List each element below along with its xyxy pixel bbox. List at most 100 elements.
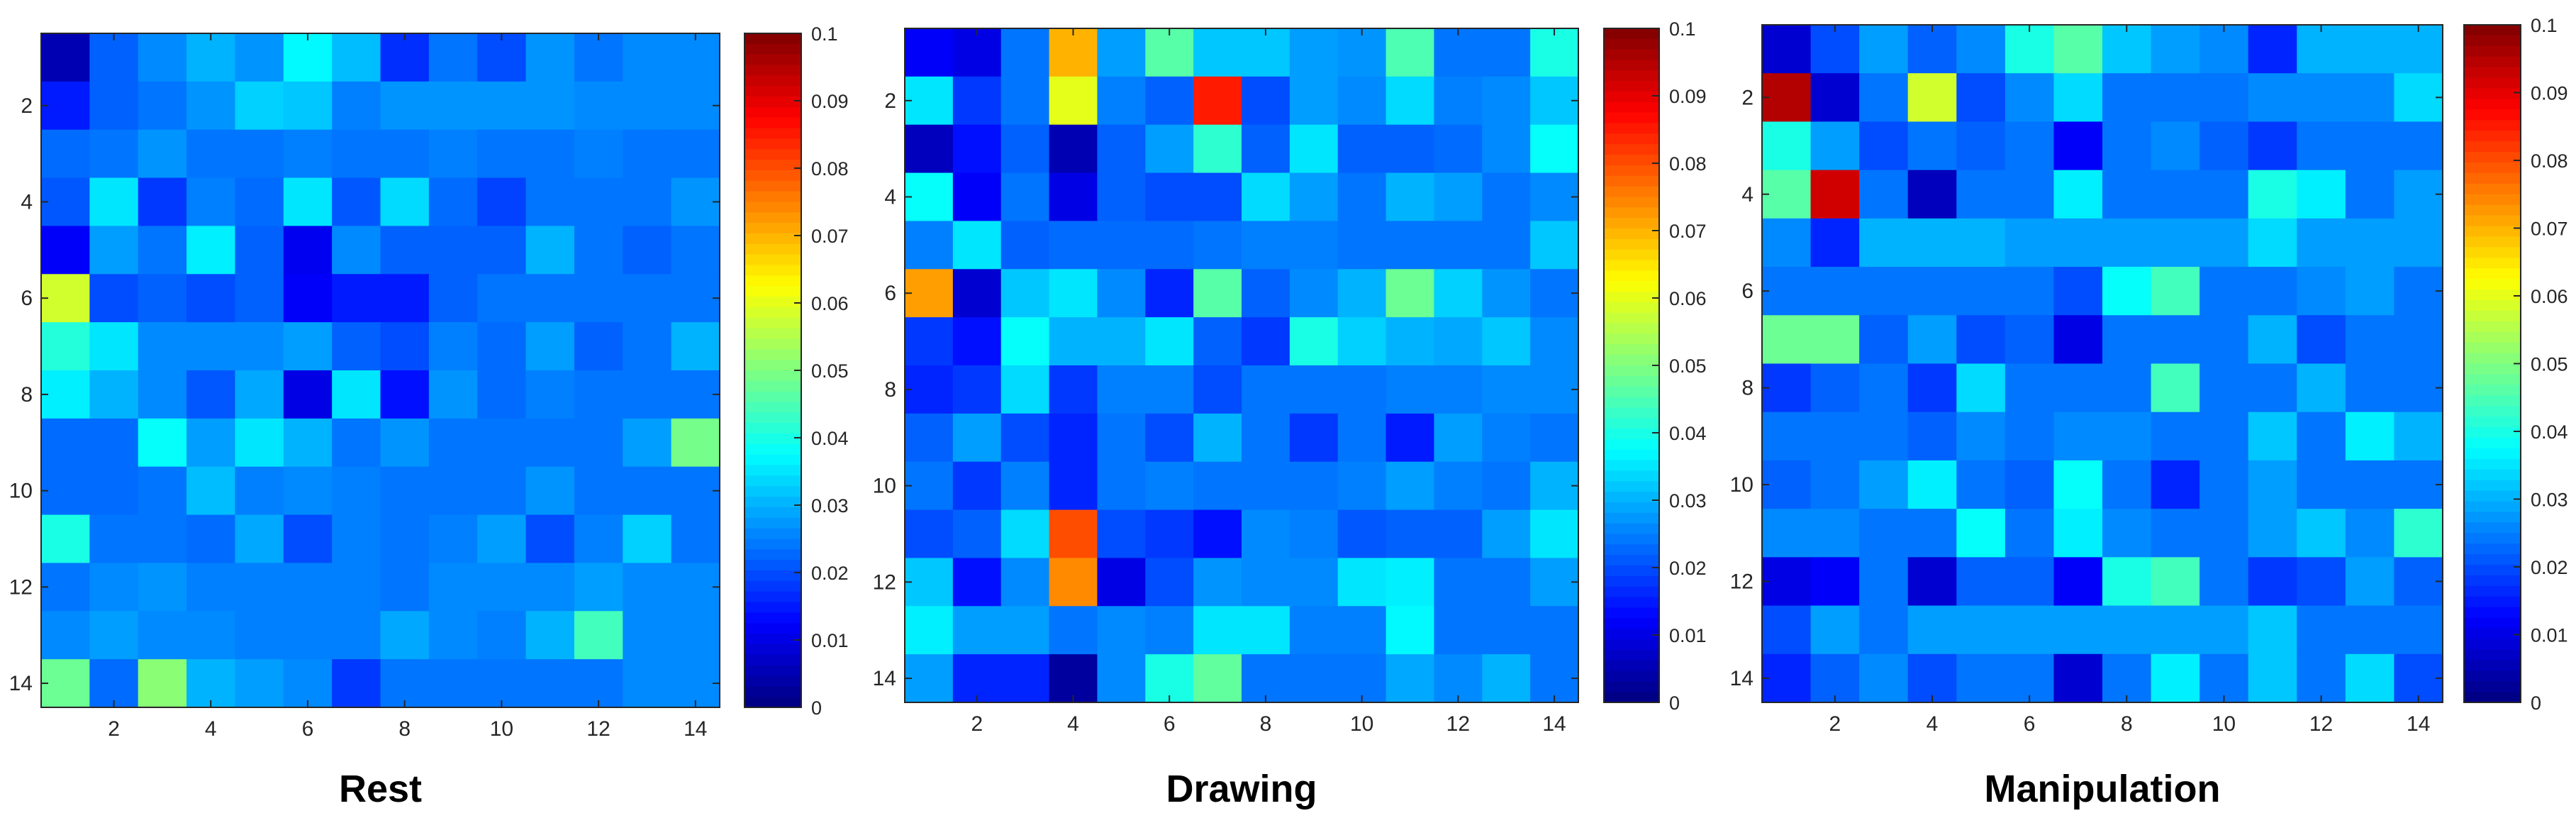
colorbar-segment	[745, 433, 801, 445]
heatmap-cell	[2053, 218, 2103, 267]
heatmap-cell	[525, 418, 575, 468]
heatmap-cell	[1145, 317, 1194, 366]
heatmap-cell	[623, 370, 672, 419]
heatmap-cell	[1097, 365, 1146, 414]
heatmap-cell	[138, 226, 187, 275]
heatmap-cell	[2151, 121, 2200, 171]
heatmap-cell	[332, 274, 381, 323]
heatmap-cell	[2297, 412, 2346, 461]
colorbar-tick-label: 0.08	[1669, 153, 1707, 175]
heatmap-cell	[671, 659, 720, 708]
heatmap-cell	[1762, 653, 1812, 703]
heatmap-cell	[186, 514, 236, 564]
heatmap-cell	[428, 274, 478, 323]
colorbar-segment	[1604, 281, 1659, 292]
heatmap-cell	[2151, 605, 2200, 655]
heatmap-cell	[1859, 73, 1909, 123]
colorbar-segment	[2464, 226, 2521, 238]
x-tick-label: 6	[1164, 712, 1176, 736]
heatmap-cell	[952, 413, 1002, 463]
heatmap-cell	[1289, 461, 1339, 511]
heatmap-cell	[1337, 365, 1387, 414]
heatmap-cell	[574, 466, 623, 516]
colorbar-segment	[1604, 397, 1659, 408]
heatmap-cell	[41, 611, 90, 660]
heatmap-cell	[1000, 317, 1050, 366]
heatmap-cell	[2248, 73, 2297, 123]
heatmap-cell	[1193, 558, 1242, 607]
x-tick-label: 14	[2407, 712, 2430, 736]
heatmap-cell	[1193, 28, 1242, 77]
heatmap-cell	[905, 654, 954, 703]
y-tick-label: 4	[884, 186, 896, 209]
y-tick-label: 10	[1730, 473, 1753, 497]
heatmap-cell	[1385, 28, 1435, 77]
heatmap-cell	[2102, 25, 2152, 74]
heatmap-cell	[2053, 25, 2103, 74]
heatmap-cell	[380, 563, 430, 612]
heatmap-cell	[671, 226, 720, 275]
colorbar-segment	[2464, 469, 2521, 481]
heatmap-cell	[1289, 172, 1339, 222]
heatmap-cell	[1242, 221, 1290, 270]
panel-title: Drawing	[1166, 768, 1317, 810]
heatmap-cell	[1434, 269, 1483, 318]
heatmap-cell	[41, 514, 90, 564]
colorbar-segment	[2464, 25, 2521, 36]
colorbar-segment	[745, 328, 801, 340]
colorbar-segment	[1604, 470, 1659, 482]
colorbar-segment	[2464, 279, 2521, 290]
heatmap-cell	[1097, 461, 1146, 511]
heatmap-cell	[574, 129, 623, 179]
heatmap-cell	[1956, 460, 2006, 509]
colorbar-segment	[745, 475, 801, 487]
colorbar-segment	[2464, 670, 2521, 682]
x-tick-label: 14	[684, 717, 707, 741]
heatmap-cell	[380, 370, 430, 419]
heatmap-cell	[2394, 460, 2443, 509]
colorbar-segment	[745, 517, 801, 529]
colorbar-tick-label: 0.07	[1669, 221, 1707, 242]
heatmap-cell	[1810, 25, 1860, 74]
heatmap-cell	[235, 177, 284, 227]
heatmap-cell	[1762, 73, 1812, 123]
colorbar-segment	[2464, 374, 2521, 385]
heatmap-cell	[2199, 267, 2249, 316]
heatmap-cell	[905, 413, 954, 463]
heatmap-cell	[1193, 124, 1242, 174]
heatmap-cell	[1145, 606, 1194, 655]
heatmap-cell	[1049, 221, 1098, 270]
heatmap-cell	[952, 124, 1002, 174]
heatmap-cell	[905, 221, 954, 270]
heatmap-cell	[525, 226, 575, 275]
x-tick-label: 4	[1067, 712, 1079, 736]
heatmap-cell	[2297, 557, 2346, 607]
heatmap-cell	[1242, 558, 1290, 607]
heatmap-cell	[380, 33, 430, 82]
colorbar-segment	[745, 33, 801, 45]
heatmap-cell	[623, 659, 672, 708]
heatmap-cell	[2102, 170, 2152, 219]
heatmap-cell	[2005, 218, 2055, 267]
heatmap-cell	[1859, 121, 1909, 171]
heatmap-cell	[1049, 365, 1098, 414]
colorbar-segment	[745, 338, 801, 350]
colorbar-segment	[2464, 310, 2521, 322]
y-tick-label: 10	[9, 480, 33, 503]
heatmap-cell	[2151, 73, 2200, 123]
heatmap-cell	[1049, 317, 1098, 366]
heatmap-cell	[1242, 509, 1290, 559]
heatmap-cell	[1193, 365, 1242, 414]
heatmap-cell	[332, 370, 381, 419]
heatmap-cell	[138, 81, 187, 131]
heatmap-cell	[905, 124, 954, 174]
heatmap-cell	[428, 81, 478, 131]
colorbar-segment	[745, 654, 801, 666]
heatmap-cell	[2394, 363, 2443, 413]
heatmap-cell	[1810, 653, 1860, 703]
heatmap-cell	[525, 611, 575, 660]
heatmap-cell	[1000, 221, 1050, 270]
colorbar-segment	[2464, 268, 2521, 280]
heatmap-cell	[186, 370, 236, 419]
colorbar-segment	[745, 65, 801, 76]
